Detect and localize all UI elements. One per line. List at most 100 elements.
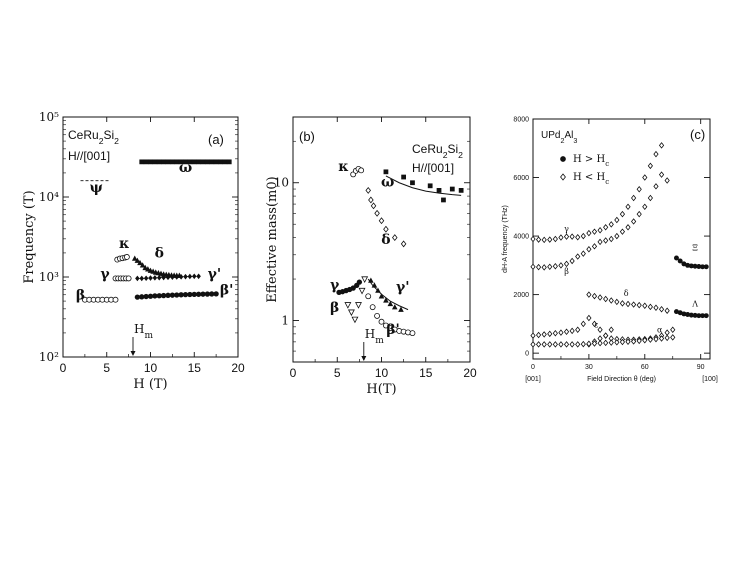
data-point (552, 235, 558, 243)
material-label: CeRu2Si2 (68, 128, 119, 146)
legend-marker (560, 173, 566, 181)
x-axis-label: Field Direction θ (deg) (587, 376, 656, 383)
panel-b-chart: 0 5 10 15 20 1 10 H(T) Effective mass(m0) (b) CeRu… (265, 116, 477, 397)
data-point (134, 257, 141, 263)
data-point (200, 159, 206, 165)
data-point (174, 274, 179, 280)
data-point (685, 312, 691, 317)
data-point (597, 339, 603, 347)
data-point (374, 209, 380, 217)
x-tick-label: 0 (60, 361, 67, 375)
data-point (541, 341, 547, 348)
y-tick-label: 10³ (39, 270, 59, 284)
data-point (139, 275, 144, 282)
data-point (535, 341, 542, 348)
data-point (165, 274, 171, 281)
fit-line (385, 175, 462, 196)
data-point (670, 334, 676, 341)
data-point (222, 159, 228, 165)
x-axis-label: H(T) (366, 382, 396, 397)
branch-label: ε (594, 320, 598, 329)
data-point (569, 327, 575, 335)
data-point (187, 159, 193, 165)
data-point (156, 293, 162, 299)
data-point (182, 291, 189, 298)
data-point (597, 326, 603, 333)
data-point (530, 235, 536, 243)
data-point (361, 276, 369, 283)
branch-label: α (657, 326, 663, 335)
x-tick-label: 15 (188, 361, 202, 375)
data-point (558, 262, 564, 269)
data-point (608, 326, 614, 333)
data-point (358, 287, 366, 295)
data-point (696, 313, 702, 319)
data-point (703, 264, 709, 270)
data-point (558, 234, 564, 241)
data-point (642, 337, 648, 344)
x-tick-label: 5 (334, 366, 341, 380)
branch-label: κ (338, 159, 349, 175)
branch-label: γ (100, 266, 110, 282)
y-tick-label: 0 (525, 351, 529, 358)
data-point (541, 264, 547, 271)
data-point (552, 262, 558, 270)
x-tick-label: 0 (290, 366, 297, 380)
data-point (575, 253, 581, 260)
data-point (580, 320, 586, 328)
y-tick-label: 10² (39, 350, 59, 364)
data-point (139, 294, 145, 300)
branch-label: β' (220, 283, 234, 299)
data-point (580, 232, 586, 240)
data-point (378, 217, 385, 225)
data-point (625, 338, 631, 345)
data-point (530, 341, 536, 348)
data-point (226, 159, 232, 165)
data-point (191, 291, 197, 298)
data-point (563, 328, 570, 336)
data-point (597, 226, 603, 234)
data-point (139, 262, 146, 268)
data-point (152, 275, 158, 281)
data-point (169, 292, 176, 298)
data-point (535, 236, 542, 243)
data-point (658, 306, 665, 313)
data-point (178, 159, 184, 165)
data-point (143, 159, 149, 165)
data-point (365, 186, 371, 194)
fit-line (367, 278, 409, 311)
data-point (541, 331, 547, 338)
data-point (569, 257, 575, 265)
branch-label: β' (386, 322, 400, 338)
data-point (692, 263, 698, 269)
data-point (358, 167, 365, 174)
data-point (436, 188, 442, 193)
data-point (608, 339, 614, 346)
y-tick-label: 8000 (513, 117, 529, 124)
data-point (174, 292, 180, 298)
data-point (196, 159, 202, 165)
data-point (688, 312, 694, 318)
data-point (636, 301, 642, 309)
data-point (614, 232, 620, 240)
data-point (157, 274, 162, 281)
data-point (156, 159, 162, 165)
data-point (441, 197, 446, 203)
data-point (530, 263, 536, 271)
data-point (586, 314, 592, 322)
data-point (427, 183, 433, 189)
branch-label: γ' (396, 280, 410, 296)
field-direction: H//[001] (412, 161, 454, 175)
data-point (685, 262, 691, 268)
data-point (409, 330, 416, 337)
data-point (580, 250, 586, 257)
data-point (636, 337, 642, 345)
data-point (664, 307, 670, 314)
data-point (178, 274, 184, 280)
data-point (139, 159, 145, 165)
data-point (658, 171, 665, 178)
data-point (647, 194, 653, 202)
data-point (677, 258, 683, 264)
data-point (608, 235, 614, 243)
branch-label: δ (155, 246, 164, 262)
